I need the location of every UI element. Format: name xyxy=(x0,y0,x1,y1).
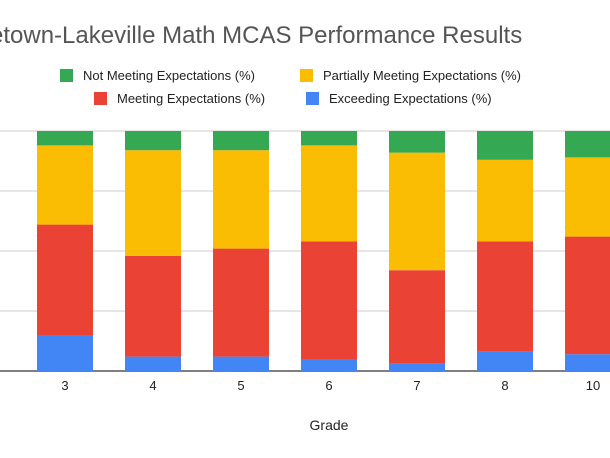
bar-segment-grade-3-exceeding-expectations[interactable] xyxy=(37,335,93,371)
bar-segment-grade-10-partially-meeting-expectations[interactable] xyxy=(565,157,610,237)
bar-segment-grade-8-partially-meeting-expectations[interactable] xyxy=(477,159,533,242)
legend-label: Meeting Expectations (%) xyxy=(117,91,266,106)
bar-segment-grade-7-meeting-expectations[interactable] xyxy=(389,270,445,364)
x-tick-label: 3 xyxy=(61,378,68,393)
x-tick-label: 10 xyxy=(586,378,600,393)
x-tick-label: 6 xyxy=(325,378,332,393)
bar-segment-grade-6-exceeding-expectations[interactable] xyxy=(301,359,357,371)
bar-segment-grade-8-exceeding-expectations[interactable] xyxy=(477,351,533,371)
x-tick-label: 8 xyxy=(501,378,508,393)
bar-segment-grade-6-partially-meeting-expectations[interactable] xyxy=(301,145,357,242)
x-tick-label: 7 xyxy=(413,378,420,393)
legend-swatch xyxy=(300,69,313,82)
bar-segment-grade-5-meeting-expectations[interactable] xyxy=(213,248,269,357)
legend-swatch xyxy=(60,69,73,82)
x-tick-label: 5 xyxy=(237,378,244,393)
bar-segment-grade-8-meeting-expectations[interactable] xyxy=(477,241,533,352)
bar-segment-grade-7-exceeding-expectations[interactable] xyxy=(389,363,445,371)
legend-swatch xyxy=(306,92,319,105)
legend-item-meeting[interactable]: Meeting Expectations (%) xyxy=(94,91,265,106)
bar-segment-grade-4-not-meeting-expectations[interactable] xyxy=(125,131,181,151)
legend-item-not-meeting[interactable]: Not Meeting Expectations (%) xyxy=(60,68,255,83)
legend-swatch xyxy=(94,92,107,105)
bar-segment-grade-7-not-meeting-expectations[interactable] xyxy=(389,131,445,153)
bar-segment-grade-10-not-meeting-expectations[interactable] xyxy=(565,131,610,158)
x-axis-label: Grade xyxy=(310,417,349,433)
bar-segment-grade-8-not-meeting-expectations[interactable] xyxy=(477,131,533,160)
legend-label: Partially Meeting Expectations (%) xyxy=(323,68,521,83)
bar-segment-grade-10-exceeding-expectations[interactable] xyxy=(565,354,610,371)
bar-segment-grade-5-partially-meeting-expectations[interactable] xyxy=(213,150,269,249)
bar-segment-grade-6-not-meeting-expectations[interactable] xyxy=(301,131,357,146)
bar-segment-grade-4-partially-meeting-expectations[interactable] xyxy=(125,150,181,256)
bar-segment-grade-4-exceeding-expectations[interactable] xyxy=(125,356,181,371)
bar-segment-grade-7-partially-meeting-expectations[interactable] xyxy=(389,152,445,271)
bar-segment-grade-3-not-meeting-expectations[interactable] xyxy=(37,131,93,146)
bar-segment-grade-6-meeting-expectations[interactable] xyxy=(301,241,357,359)
bar-segment-grade-4-meeting-expectations[interactable] xyxy=(125,255,181,357)
legend-item-exceeding[interactable]: Exceeding Expectations (%) xyxy=(306,91,492,106)
bar-segment-grade-3-meeting-expectations[interactable] xyxy=(37,224,93,335)
bar-segment-grade-5-not-meeting-expectations[interactable] xyxy=(213,131,269,151)
legend-label: Exceeding Expectations (%) xyxy=(329,91,492,106)
bars xyxy=(37,131,610,371)
legend-label: Not Meeting Expectations (%) xyxy=(83,68,255,83)
chart-title: etown-Lakeville Math MCAS Performance Re… xyxy=(0,22,523,49)
x-tick-labels: 3 4 5 6 7 8 10 xyxy=(61,378,600,393)
bar-segment-grade-3-partially-meeting-expectations[interactable] xyxy=(37,145,93,225)
bar-segment-grade-10-meeting-expectations[interactable] xyxy=(565,236,610,355)
x-tick-label: 4 xyxy=(149,378,156,393)
legend-item-partially-meeting[interactable]: Partially Meeting Expectations (%) xyxy=(300,68,521,83)
bar-segment-grade-5-exceeding-expectations[interactable] xyxy=(213,356,269,371)
